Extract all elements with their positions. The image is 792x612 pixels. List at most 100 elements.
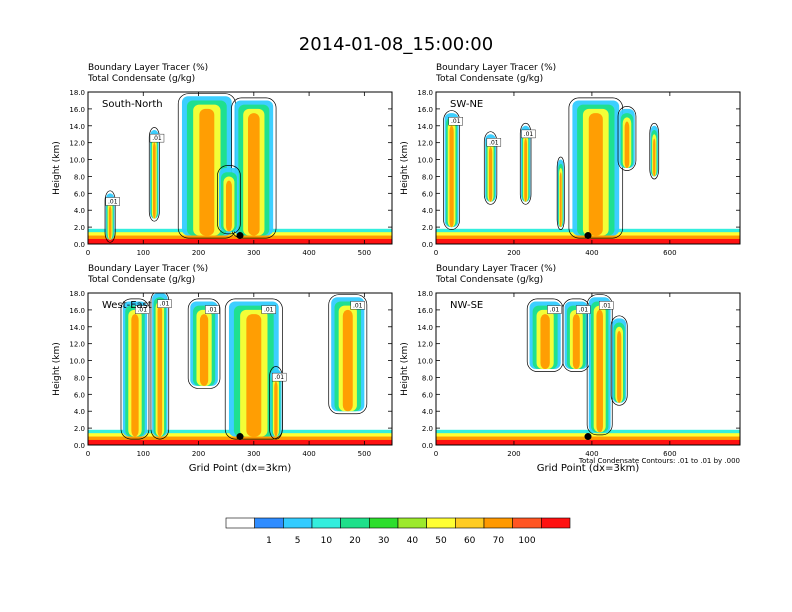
contour-label: .01 bbox=[160, 301, 170, 308]
x-tick-label: 200 bbox=[507, 450, 520, 458]
panel-header-line: Boundary Layer Tracer (%) bbox=[88, 63, 208, 73]
panel-nw-se: Boundary Layer Tracer (%)Total Condensat… bbox=[400, 264, 741, 474]
y-tick-label: 8.0 bbox=[74, 374, 85, 382]
y-tick-label: 6.0 bbox=[422, 190, 433, 198]
colorbar-label: 1 bbox=[266, 536, 272, 546]
y-tick-label: 6.0 bbox=[422, 391, 433, 399]
condensate-contour bbox=[120, 298, 150, 440]
panel-name: South-North bbox=[102, 99, 163, 110]
x-tick-label: 400 bbox=[585, 249, 598, 257]
tracer-plume bbox=[199, 108, 215, 236]
tracer-band bbox=[436, 439, 740, 445]
tracer-plume bbox=[524, 138, 528, 202]
contour-label-box bbox=[149, 133, 165, 143]
colorbar-box bbox=[311, 517, 341, 529]
colorbar: 1 5 10 20 30 40 50 60 70 100 bbox=[225, 517, 571, 546]
condensate-contour bbox=[649, 122, 660, 180]
y-tick-label: 12.0 bbox=[417, 341, 433, 349]
y-tick-label: 0.0 bbox=[74, 241, 85, 249]
x-tick-label: 600 bbox=[663, 450, 676, 458]
y-axis-label: Height (km) bbox=[52, 342, 62, 396]
tracer-plume bbox=[540, 314, 550, 369]
contour-label: .01 bbox=[579, 307, 589, 314]
y-tick-label: 16.0 bbox=[417, 307, 433, 315]
contour-label: .01 bbox=[274, 374, 284, 381]
location-marker bbox=[584, 433, 592, 441]
x-tick-label: 0 bbox=[86, 450, 90, 458]
colorbar-box bbox=[397, 517, 427, 529]
contour-label-box bbox=[261, 305, 276, 314]
colorbar-box bbox=[483, 517, 513, 529]
condensate-contour bbox=[104, 190, 116, 243]
tracer-band bbox=[88, 439, 392, 445]
tracer-plume bbox=[449, 125, 454, 228]
y-tick-label: 0.0 bbox=[74, 442, 85, 450]
x-tick-label: 500 bbox=[358, 249, 371, 257]
contour-label: .01 bbox=[264, 307, 274, 314]
y-tick-label: 14.0 bbox=[417, 324, 433, 332]
tracer-band bbox=[436, 238, 740, 244]
condensate-contour bbox=[217, 165, 241, 235]
condensate-contour bbox=[150, 293, 170, 440]
condensate-contour bbox=[443, 110, 461, 230]
panel-south-north: Boundary Layer Tracer (%)Total Condensat… bbox=[52, 63, 393, 257]
x-tick-label: 400 bbox=[585, 450, 598, 458]
panel-header-line: Total Condensate (g/kg) bbox=[87, 74, 195, 84]
contour-label-box bbox=[448, 117, 463, 126]
colorbar-box bbox=[512, 517, 542, 529]
tracer-plume bbox=[246, 314, 262, 437]
y-tick-label: 18.0 bbox=[417, 290, 433, 298]
condensate-contour bbox=[556, 156, 565, 230]
tracer-plume bbox=[153, 142, 156, 219]
y-tick-label: 10.0 bbox=[417, 358, 433, 366]
contour-label-box bbox=[105, 197, 120, 206]
colorbar-label: 70 bbox=[493, 536, 505, 546]
location-marker bbox=[236, 433, 244, 441]
y-axis-label: Height (km) bbox=[400, 141, 410, 195]
y-tick-label: 4.0 bbox=[422, 207, 433, 215]
condensate-contour bbox=[187, 298, 221, 389]
tracer-plume bbox=[225, 180, 232, 232]
plot-frame bbox=[87, 292, 393, 446]
condensate-contour bbox=[148, 127, 160, 222]
x-tick-label: 500 bbox=[358, 450, 371, 458]
tracer-plume bbox=[342, 309, 353, 412]
condensate-contour bbox=[224, 298, 283, 440]
colorbar-box bbox=[283, 517, 313, 529]
condensate-contour bbox=[328, 294, 368, 415]
tracer-plume bbox=[157, 305, 163, 437]
y-tick-label: 10.0 bbox=[417, 157, 433, 165]
y-tick-label: 8.0 bbox=[422, 173, 433, 181]
contour-label: .01 bbox=[353, 302, 363, 309]
x-tick-label: 400 bbox=[302, 249, 315, 257]
y-tick-label: 6.0 bbox=[74, 190, 85, 198]
y-tick-label: 16.0 bbox=[69, 307, 85, 315]
x-tick-label: 300 bbox=[247, 249, 260, 257]
colorbar-box bbox=[455, 517, 485, 529]
x-tick-label: 200 bbox=[192, 450, 205, 458]
contour-label-box bbox=[486, 138, 502, 147]
colorbar-label: 40 bbox=[407, 536, 419, 546]
y-tick-label: 8.0 bbox=[422, 374, 433, 382]
y-tick-label: 2.0 bbox=[422, 224, 433, 232]
tracer-plume bbox=[572, 314, 580, 369]
y-tick-label: 2.0 bbox=[74, 425, 85, 433]
tracer-plume bbox=[248, 113, 260, 236]
y-tick-label: 0.0 bbox=[422, 241, 433, 249]
colorbar-label: 100 bbox=[518, 536, 535, 546]
contour-label-box bbox=[135, 305, 150, 314]
y-tick-label: 4.0 bbox=[74, 207, 85, 215]
location-marker bbox=[236, 232, 244, 240]
tracer-plume bbox=[588, 113, 603, 236]
colorbar-label: 30 bbox=[378, 536, 390, 546]
tracer-plume bbox=[131, 314, 139, 437]
contour-label: .01 bbox=[524, 131, 534, 138]
panel-sw-ne: Boundary Layer Tracer (%)Total Condensat… bbox=[400, 63, 741, 257]
contour-label-box bbox=[272, 372, 287, 382]
colorbar-box bbox=[541, 517, 571, 529]
x-axis-label: Grid Point (dx=3km) bbox=[537, 463, 640, 474]
x-tick-label: 300 bbox=[247, 450, 260, 458]
panel-name: West-East bbox=[102, 300, 152, 311]
contour-label-box bbox=[576, 305, 591, 314]
y-axis-label: Height (km) bbox=[52, 141, 62, 195]
